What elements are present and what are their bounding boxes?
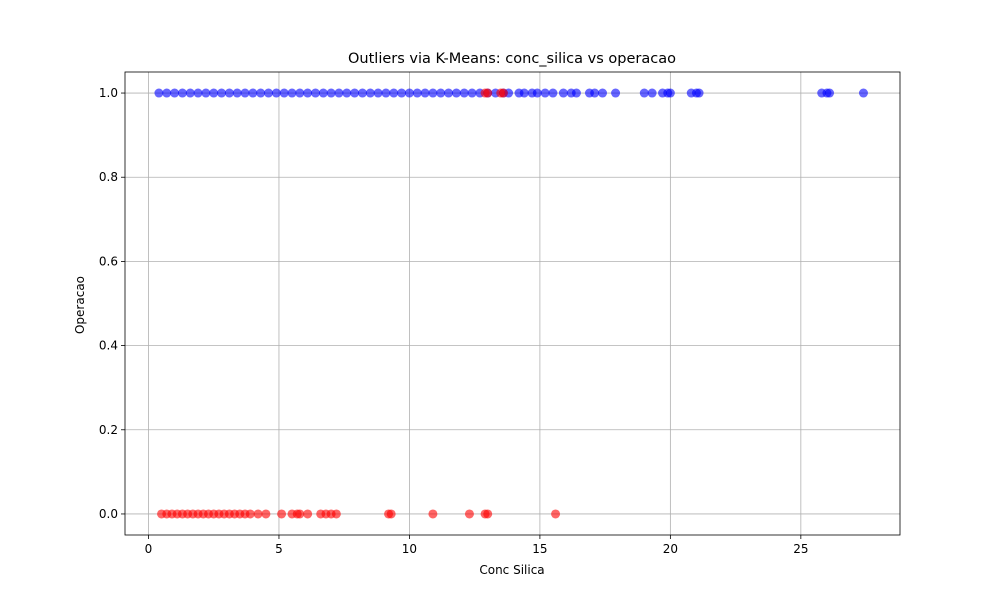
scatter-point <box>694 88 704 98</box>
scatter-point <box>287 88 297 98</box>
scatter-point <box>295 88 305 98</box>
y-tick-label: 0.6 <box>99 254 118 268</box>
scatter-point <box>483 88 493 98</box>
scatter-point <box>420 88 430 98</box>
scatter-point <box>240 88 250 98</box>
scatter-point <box>264 88 274 98</box>
scatter-point <box>357 88 367 98</box>
scatter-point <box>303 509 313 519</box>
scatter-point <box>464 509 474 519</box>
scatter-point <box>193 88 203 98</box>
scatter-point <box>310 88 320 98</box>
scatter-point <box>558 88 568 98</box>
scatter-point <box>295 509 305 519</box>
scatter-point <box>342 88 352 98</box>
scatter-point <box>551 509 561 519</box>
scatter-point <box>373 88 383 98</box>
scatter-point <box>428 509 438 519</box>
scatter-point <box>571 88 581 98</box>
axis-ticks: 0 5 10 15 20 25 0.0 0.2 0.4 0.6 0.8 1.0 <box>99 86 809 556</box>
scatter-point <box>389 88 399 98</box>
scatter-point <box>170 88 180 98</box>
scatter-point <box>253 509 263 519</box>
y-axis-label: Operacao <box>73 276 87 334</box>
scatter-point <box>350 88 360 98</box>
y-tick-label: 0.4 <box>99 339 118 353</box>
scatter-point <box>519 88 529 98</box>
y-tick-label: 0.8 <box>99 170 118 184</box>
scatter-point <box>665 88 675 98</box>
scatter-point <box>326 88 336 98</box>
scatter-point <box>154 88 164 98</box>
scatter-point <box>436 88 446 98</box>
scatter-point <box>467 88 477 98</box>
scatter-point <box>548 88 558 98</box>
scatter-point <box>381 88 391 98</box>
x-tick-label: 0 <box>145 542 153 556</box>
scatter-point <box>444 88 454 98</box>
scatter-point <box>412 88 422 98</box>
scatter-point <box>303 88 313 98</box>
scatter-point <box>271 88 281 98</box>
scatter-point <box>647 88 657 98</box>
y-tick-label: 0.2 <box>99 423 118 437</box>
x-axis-label: Conc Silica <box>479 563 544 577</box>
y-tick-label: 0.0 <box>99 507 118 521</box>
x-tick-label: 5 <box>275 542 283 556</box>
scatter-point <box>209 88 219 98</box>
x-tick-label: 20 <box>663 542 678 556</box>
scatter-point <box>177 88 187 98</box>
scatter-point <box>201 88 211 98</box>
scatter-point <box>498 88 508 98</box>
scatter-point <box>611 88 621 98</box>
scatter-point <box>162 88 172 98</box>
y-tick-label: 1.0 <box>99 86 118 100</box>
x-tick-label: 10 <box>402 542 417 556</box>
grid-lines <box>125 72 900 535</box>
scatter-point <box>365 88 375 98</box>
plot-frame <box>124 71 901 536</box>
scatter-point <box>185 88 195 98</box>
scatter-point <box>483 509 493 519</box>
x-tick-label: 15 <box>532 542 547 556</box>
scatter-point <box>318 88 328 98</box>
x-tick-label: 25 <box>793 542 808 556</box>
scatter-point <box>279 88 289 98</box>
scatter-point <box>459 88 469 98</box>
scatter-point <box>334 88 344 98</box>
data-points <box>154 88 868 519</box>
scatter-point <box>532 88 542 98</box>
scatter-point <box>232 88 242 98</box>
scatter-point <box>590 88 600 98</box>
scatter-point <box>261 509 271 519</box>
scatter-point <box>858 88 868 98</box>
scatter-point <box>639 88 649 98</box>
scatter-point <box>256 88 266 98</box>
chart-title: Outliers via K-Means: conc_silica vs ope… <box>348 51 676 67</box>
scatter-point <box>598 88 608 98</box>
scatter-point <box>224 88 234 98</box>
scatter-point <box>331 509 341 519</box>
scatter-point <box>248 88 258 98</box>
scatter-point <box>386 509 396 519</box>
scatter-point <box>540 88 550 98</box>
scatter-point <box>245 509 255 519</box>
scatter-point <box>451 88 461 98</box>
scatter-point <box>277 509 287 519</box>
scatter-point <box>217 88 227 98</box>
scatter-point <box>404 88 414 98</box>
scatter-point <box>428 88 438 98</box>
scatter-point <box>825 88 835 98</box>
scatter-point <box>397 88 407 98</box>
